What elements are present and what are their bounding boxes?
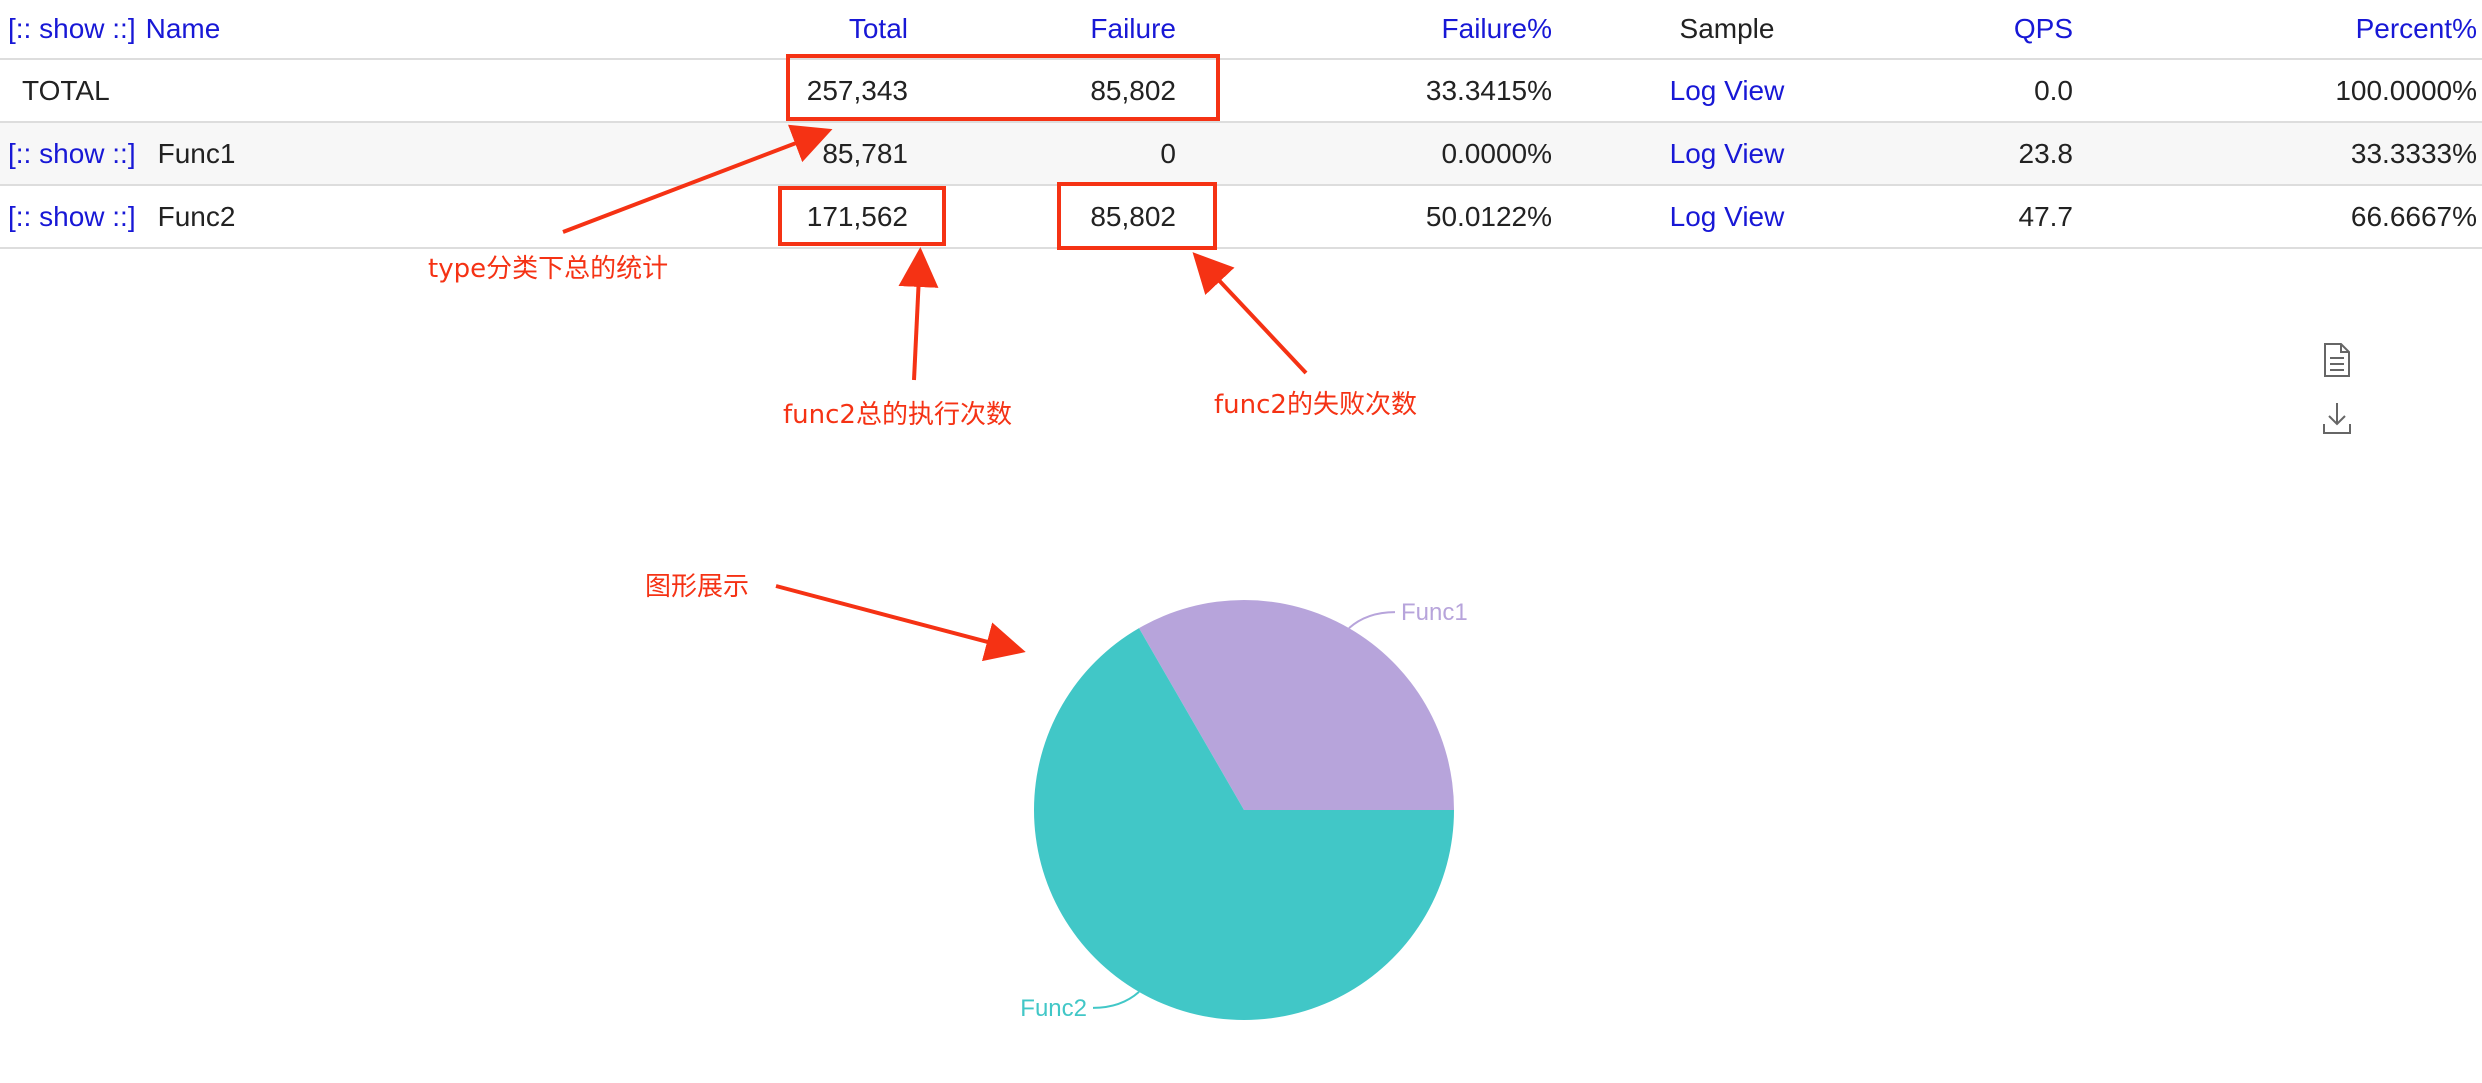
table-row-func1: [:: show ::] Func1 85,781 0 0.0000% Log … xyxy=(0,123,2482,186)
row-percent: 100.0000% xyxy=(2335,74,2477,106)
header-sample: Sample xyxy=(1679,13,1775,44)
sort-by-name[interactable]: Name xyxy=(145,13,221,44)
row-percent: 33.3333% xyxy=(2350,137,2477,169)
pie-label-func2: Func2 xyxy=(1020,995,1087,1022)
row-qps: 47.7 xyxy=(2018,200,2074,232)
show-all-toggle[interactable]: [:: show ::] xyxy=(8,13,136,44)
log-view-link[interactable]: Log View xyxy=(1669,200,1785,232)
header-name-cell: [:: show ::] Name xyxy=(8,0,708,58)
row-name: TOTAL xyxy=(22,74,110,106)
row-name-cell: [:: show ::] Func1 xyxy=(8,123,708,184)
sort-by-failure-percent[interactable]: Failure% xyxy=(1441,13,1552,44)
row-qps: 23.8 xyxy=(2018,137,2074,169)
document-icon[interactable] xyxy=(2321,342,2353,378)
table-row-func2: [:: show ::] Func2 171,562 85,802 50.012… xyxy=(0,186,2482,249)
highlight-func2-failure-box xyxy=(1057,182,1217,250)
row-name-cell: [:: show ::] Func2 xyxy=(8,186,708,247)
table-row-total: TOTAL 257,343 85,802 33.3415% Log View 0… xyxy=(0,60,2482,123)
row-total: 257,343 xyxy=(806,74,908,106)
row-name: Func2 xyxy=(157,200,236,232)
pie-slice-func1 xyxy=(1139,599,1454,810)
show-func2-toggle[interactable]: [:: show ::] xyxy=(8,200,136,232)
row-name: Func1 xyxy=(157,137,236,169)
row-failure: 0 xyxy=(1160,137,1176,169)
highlight-total-box xyxy=(786,54,1220,121)
sort-by-qps[interactable]: QPS xyxy=(2013,13,2073,44)
row-failure: 85,802 xyxy=(1090,200,1176,232)
row-failure: 85,802 xyxy=(1090,74,1176,106)
download-icon[interactable] xyxy=(2321,400,2353,436)
log-view-link[interactable]: Log View xyxy=(1669,74,1785,106)
pie-leader-func1 xyxy=(1348,611,1396,629)
show-func1-toggle[interactable]: [:: show ::] xyxy=(8,137,136,169)
row-failure-percent: 50.0122% xyxy=(1425,200,1552,232)
annotation-chart: 图形展示 xyxy=(645,572,750,602)
row-failure-percent: 0.0000% xyxy=(1441,137,1552,169)
pie-leader-func2 xyxy=(1092,991,1140,1009)
annotation-type-total: type分类下总的统计 xyxy=(428,254,669,284)
sort-by-percent[interactable]: Percent% xyxy=(2355,13,2477,44)
annotation-func2-failure: func2的失败次数 xyxy=(1214,390,1417,420)
row-failure-percent: 33.3415% xyxy=(1425,74,1552,106)
sort-by-total[interactable]: Total xyxy=(848,13,908,44)
pie-slice-func2 xyxy=(1034,628,1454,1020)
log-view-link[interactable]: Log View xyxy=(1669,137,1785,169)
pie-label-func1: Func1 xyxy=(1401,599,1468,626)
table-header: [:: show ::] Name Total Failure Failure%… xyxy=(0,0,2482,60)
sort-by-failure[interactable]: Failure xyxy=(1090,13,1176,44)
row-total: 85,781 xyxy=(822,137,908,169)
annotation-func2-total: func2总的执行次数 xyxy=(783,400,1012,430)
row-qps: 0.0 xyxy=(2034,74,2073,106)
row-percent: 66.6667% xyxy=(2350,200,2477,232)
